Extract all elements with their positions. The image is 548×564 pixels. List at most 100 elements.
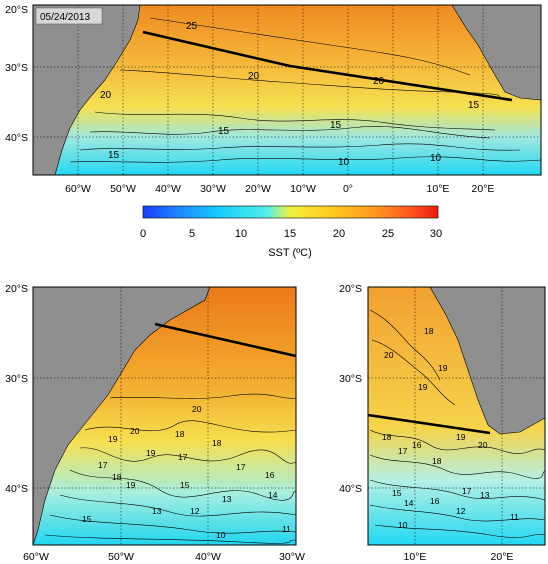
contour-label: 15 <box>468 100 480 111</box>
contour-label: 19 <box>438 363 448 373</box>
right-map-contour-labels: 18 19 20 19 18 17 16 18 19 20 15 14 13 1… <box>382 326 519 530</box>
lat-label: 20°S <box>5 4 28 16</box>
contour-label: 11 <box>282 524 291 534</box>
contour-label: 14 <box>268 490 278 500</box>
colorbar: 0 5 10 15 20 25 30 SST (ºC) <box>140 205 442 259</box>
colorbar-tick: 25 <box>382 228 394 240</box>
contour-label: 25 <box>186 21 198 32</box>
colorbar-tick: 5 <box>189 228 195 240</box>
contour-label: 18 <box>175 429 185 439</box>
date-box <box>35 7 103 25</box>
top-map-lat-labels: 20°S 30°S 40°S <box>5 4 28 144</box>
top-map-transect-line <box>142 30 513 102</box>
contour-label: 15 <box>330 120 342 131</box>
date-label: 05/24/2013 <box>40 12 90 23</box>
contour-label: 18 <box>112 472 122 482</box>
lon-label: 20°W <box>245 183 271 195</box>
contour-label: 13 <box>152 506 162 516</box>
contour-label: 19 <box>108 434 118 444</box>
contour-label: 10 <box>398 520 408 530</box>
left-map-contour-labels: 20 20 19 18 19 18 17 17 15 16 17 18 19 1… <box>82 404 291 540</box>
lat-label: 20°S <box>339 283 362 295</box>
right-map-lon-labels: 10°E 20°E <box>404 551 514 563</box>
contour-label: 15 <box>218 126 230 137</box>
contour-label: 11 <box>510 512 519 522</box>
contour-label: 18 <box>382 432 392 442</box>
lon-label: 30°W <box>200 183 226 195</box>
colorbar-tick: 20 <box>333 228 345 240</box>
right-map-transect-line <box>367 413 491 435</box>
left-map: 20 20 19 18 19 18 17 17 15 16 17 18 19 1… <box>5 283 305 563</box>
lon-label: 60°W <box>65 183 91 195</box>
contour-label: 18 <box>424 326 434 336</box>
contour-label: 20 <box>100 90 112 101</box>
contour-label: 19 <box>418 382 428 392</box>
left-map-frame <box>32 286 297 546</box>
contour-label: 20 <box>478 440 488 450</box>
contour-label: 10 <box>430 153 442 164</box>
contour-label: 13 <box>480 490 490 500</box>
left-map-lon-labels: 60°W 50°W 40°W 30°W <box>23 551 305 563</box>
lon-label: 10°W <box>290 183 316 195</box>
lon-label: 30°W <box>279 551 305 563</box>
contour-label: 20 <box>373 76 385 87</box>
lon-label: 10°E <box>427 183 450 195</box>
contour-label: 20 <box>192 404 202 414</box>
lat-label: 30°S <box>5 62 28 74</box>
lat-label: 30°S <box>5 373 28 385</box>
top-map: 05/24/2013 25 20 20 20 15 15 15 10 10 15… <box>5 4 542 195</box>
contour-label: 10 <box>216 530 226 540</box>
lat-label: 40°S <box>5 483 28 495</box>
lon-label: 20°E <box>491 551 514 563</box>
right-map-frame <box>367 286 546 546</box>
contour-label: 16 <box>412 440 422 450</box>
left-map-transect-line <box>154 322 297 358</box>
top-map-contour-labels: 25 20 20 20 15 15 15 10 10 15 <box>100 21 480 168</box>
left-map-lat-labels: 20°S 30°S 40°S <box>5 283 28 495</box>
left-map-grid <box>33 287 296 545</box>
lat-label: 40°S <box>5 132 28 144</box>
top-map-lon-labels: 60°W 50°W 40°W 30°W 20°W 10°W 0° 10°E 20… <box>65 183 494 195</box>
contour-label: 15 <box>108 150 120 161</box>
contour-label: 19 <box>126 480 136 490</box>
contour-label: 19 <box>146 448 156 458</box>
contour-label: 19 <box>456 432 466 442</box>
lat-label: 30°S <box>339 373 362 385</box>
contour-label: 12 <box>190 506 200 516</box>
contour-label: 12 <box>456 506 466 516</box>
left-map-contours <box>44 393 297 544</box>
contour-label: 17 <box>398 446 408 456</box>
contour-label: 15 <box>392 488 402 498</box>
contour-label: 17 <box>236 462 246 472</box>
right-map-contours <box>369 309 546 538</box>
lon-label: 50°W <box>110 183 136 195</box>
lon-label: 40°W <box>155 183 181 195</box>
lon-label: 20°E <box>472 183 495 195</box>
contour-label: 17 <box>98 460 108 470</box>
lat-label: 20°S <box>5 283 28 295</box>
colorbar-tick-labels: 0 5 10 15 20 25 30 <box>140 228 442 240</box>
colorbar-tick: 10 <box>235 228 247 240</box>
contour-label: 18 <box>212 438 222 448</box>
contour-label: 16 <box>430 496 440 506</box>
lon-label: 60°W <box>23 551 49 563</box>
contour-label: 20 <box>384 350 394 360</box>
contour-label: 13 <box>222 494 232 504</box>
lon-label: 0° <box>343 183 353 195</box>
contour-label: 14 <box>404 498 414 508</box>
contour-label: 16 <box>265 470 275 480</box>
colorbar-tick: 15 <box>284 228 296 240</box>
contour-label: 10 <box>338 157 350 168</box>
lon-label: 10°E <box>404 551 427 563</box>
lon-label: 40°W <box>195 551 221 563</box>
right-map-grid <box>368 287 545 545</box>
contour-label: 20 <box>130 426 140 436</box>
south-america-land <box>32 286 211 546</box>
top-map-contours <box>69 17 542 163</box>
lat-label: 40°S <box>339 483 362 495</box>
contour-label: 17 <box>462 486 472 496</box>
right-map-lat-labels: 20°S 30°S 40°S <box>339 283 362 495</box>
contour-label: 17 <box>178 452 188 462</box>
top-map-frame <box>32 4 542 176</box>
